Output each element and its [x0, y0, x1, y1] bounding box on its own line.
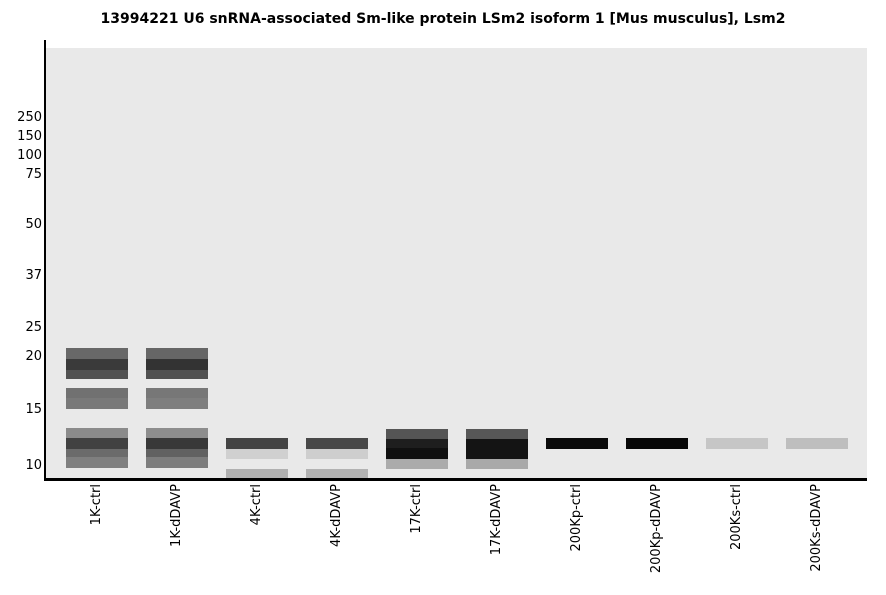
- gel-band: [226, 438, 288, 449]
- x-tick-label-17K-ctrl: 17K-ctrl: [409, 484, 424, 534]
- y-axis-line: [44, 40, 46, 481]
- chart-title: 13994221 U6 snRNA-associated Sm-like pro…: [100, 11, 786, 27]
- gel-band: [146, 359, 208, 370]
- gel-band: [306, 469, 368, 478]
- gel-band: [66, 398, 128, 409]
- x-tick-label-17K-dDAVP: 17K-dDAVP: [489, 484, 504, 556]
- x-tick-label-4K-dDAVP: 4K-dDAVP: [329, 484, 344, 547]
- y-tick-label-10: 10: [25, 458, 42, 473]
- gel-band: [466, 429, 528, 439]
- gel-band: [386, 429, 448, 439]
- gel-band: [786, 438, 848, 449]
- gel-band: [226, 449, 288, 459]
- y-tick-label-50: 50: [25, 217, 42, 232]
- x-tick-label-1K-ctrl: 1K-ctrl: [89, 484, 104, 526]
- gel-band: [306, 438, 368, 449]
- gel-band: [66, 428, 128, 438]
- y-tick-label-37: 37: [25, 268, 42, 283]
- x-tick-label-1K-dDAVP: 1K-dDAVP: [169, 484, 184, 547]
- gel-band: [146, 438, 208, 449]
- y-tick-label-100: 100: [17, 148, 42, 163]
- x-tick-label-200Kp-dDAVP: 200Kp-dDAVP: [649, 484, 664, 574]
- gel-band: [146, 457, 208, 468]
- gel-band: [386, 448, 448, 459]
- gel-band: [66, 359, 128, 370]
- x-tick-label-200Ks-ctrl: 200Ks-ctrl: [729, 484, 744, 551]
- gel-band: [226, 469, 288, 478]
- y-axis-tick-labels: 250 150 100 75 50 37 25 20 15 10: [0, 0, 42, 595]
- y-tick-label-250: 250: [17, 110, 42, 125]
- gel-band: [546, 438, 608, 449]
- gel-band: [146, 370, 208, 379]
- x-axis-line: [44, 478, 867, 481]
- x-tick-label-4K-ctrl: 4K-ctrl: [249, 484, 264, 526]
- gel-band: [386, 459, 448, 469]
- gel-band: [66, 388, 128, 398]
- gel-band: [146, 449, 208, 457]
- x-tick-label-200Ks-dDAVP: 200Ks-dDAVP: [809, 484, 824, 572]
- gel-band: [66, 457, 128, 468]
- gel-band: [146, 348, 208, 359]
- gel-band: [146, 388, 208, 398]
- y-tick-label-25: 25: [25, 320, 42, 335]
- gel-band: [66, 348, 128, 359]
- gel-band: [706, 438, 768, 449]
- y-tick-label-150: 150: [17, 129, 42, 144]
- gel-band: [146, 428, 208, 438]
- gel-band: [66, 438, 128, 449]
- gel-band: [306, 449, 368, 459]
- gel-band: [466, 459, 528, 469]
- gel-band: [626, 438, 688, 449]
- y-tick-label-15: 15: [25, 402, 42, 417]
- x-tick-label-200Kp-ctrl: 200Kp-ctrl: [569, 484, 584, 552]
- gel-band: [66, 370, 128, 379]
- gel-band: [466, 439, 528, 459]
- gel-band: [386, 439, 448, 448]
- y-tick-label-75: 75: [25, 167, 42, 182]
- gel-band: [66, 449, 128, 457]
- gel-band: [146, 398, 208, 409]
- y-tick-label-20: 20: [25, 349, 42, 364]
